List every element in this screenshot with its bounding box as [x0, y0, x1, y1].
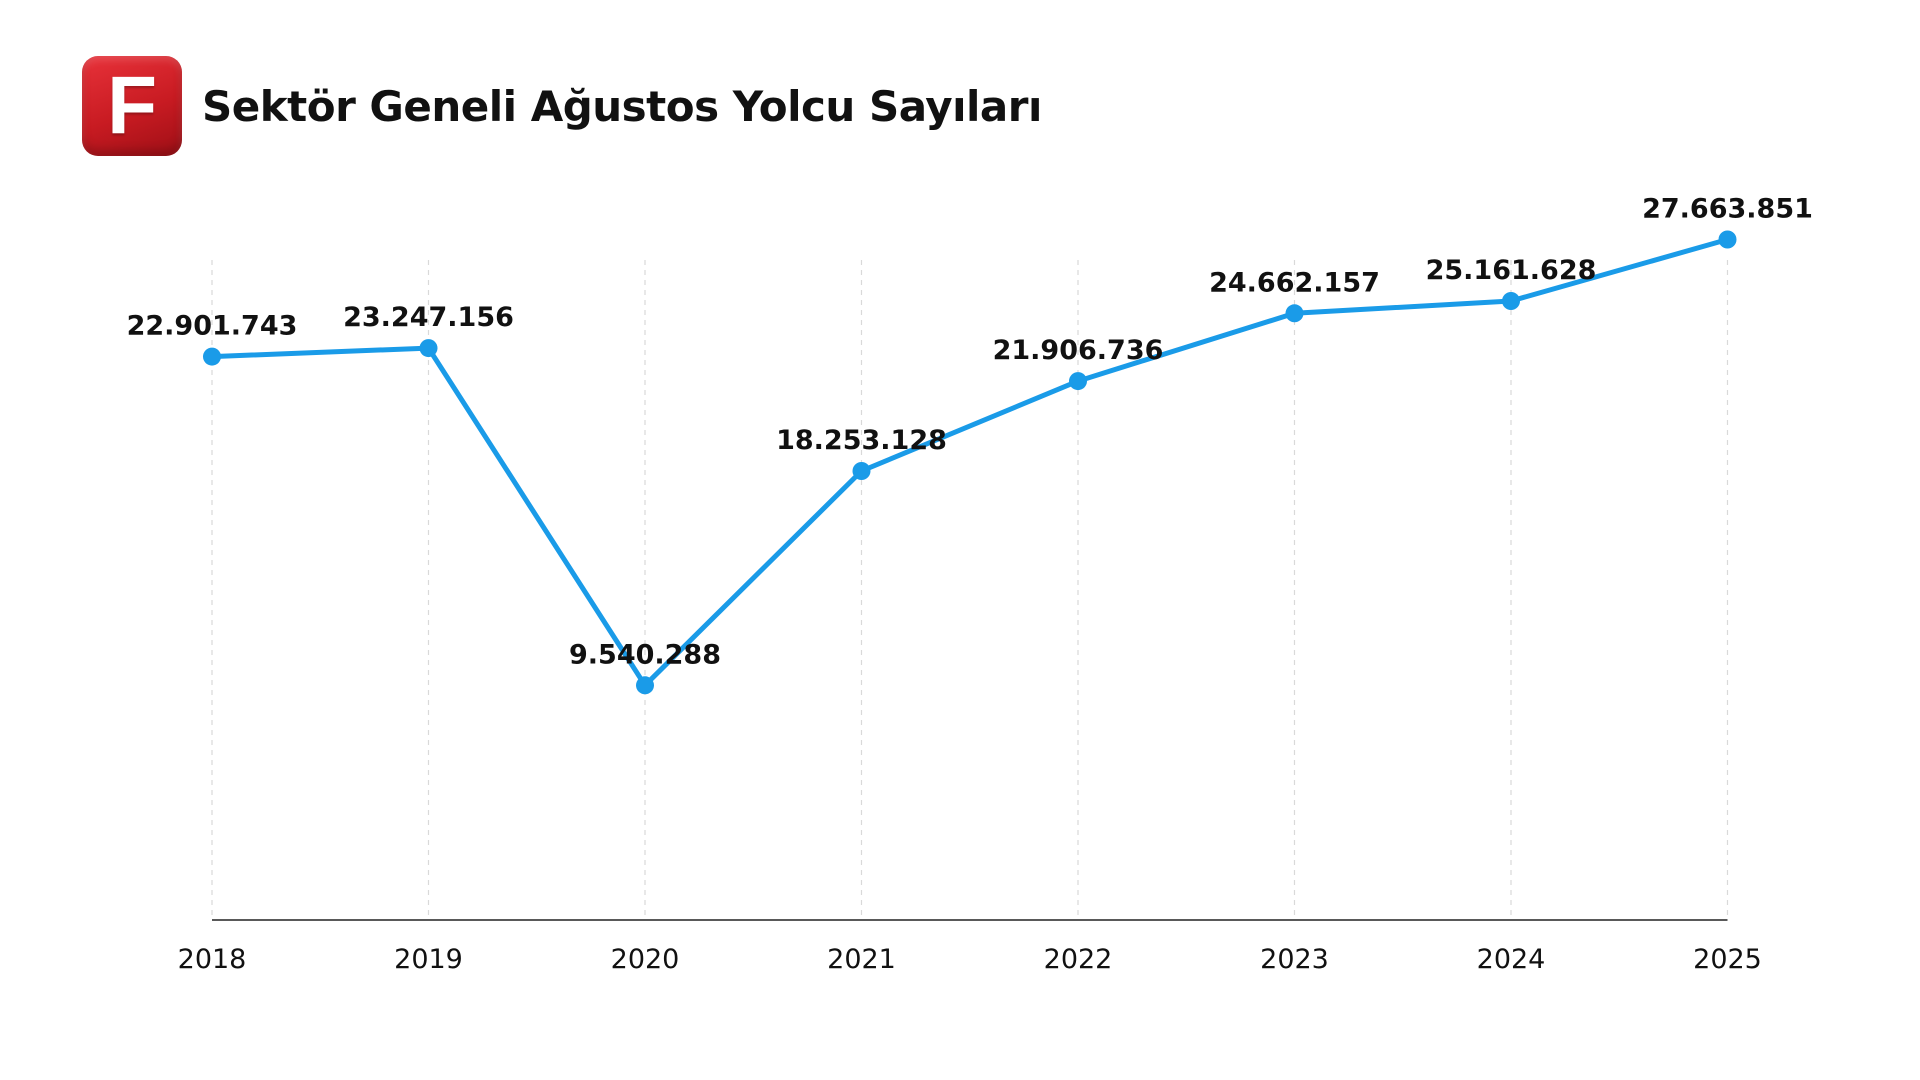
data-point-2018 — [203, 347, 221, 366]
series-line — [209, 237, 1730, 688]
data-point-2020 — [636, 676, 654, 695]
data-points — [203, 230, 1737, 695]
x-tick-labels: 2018 2019 2020 2021 2022 2023 2024 2025 — [178, 944, 1762, 975]
data-label-2022: 21.906.736 — [993, 335, 1164, 366]
brand-logo: F — [82, 56, 182, 156]
data-point-2025 — [1718, 230, 1737, 249]
data-label-2024: 25.161.628 — [1426, 255, 1597, 286]
data-point-2021 — [852, 462, 871, 480]
header: F Sektör Geneli Ağustos Yolcu Sayıları — [82, 56, 1042, 156]
data-label-2019: 23.247.156 — [343, 302, 514, 333]
data-label-2018: 22.901.743 — [127, 311, 298, 342]
x-tick-label-2024: 2024 — [1477, 944, 1546, 975]
chart-title: Sektör Geneli Ağustos Yolcu Sayıları — [202, 81, 1042, 131]
data-point-2022 — [1069, 372, 1087, 391]
gridlines — [211, 260, 1729, 920]
x-tick-label-2025: 2025 — [1693, 944, 1762, 975]
data-label-2021: 18.253.128 — [776, 425, 947, 456]
data-label-2025: 27.663.851 — [1642, 194, 1813, 225]
data-labels: 22.901.743 23.247.156 9.540.288 18.253.128 2… — [127, 194, 1813, 671]
x-tick-label-2019: 2019 — [394, 944, 463, 975]
data-point-2019 — [419, 339, 438, 358]
data-point-2024 — [1502, 292, 1520, 310]
data-point-2023 — [1285, 304, 1304, 323]
x-tick-label-2018: 2018 — [178, 944, 247, 975]
data-label-2023: 24.662.157 — [1209, 267, 1380, 298]
x-tick-label-2022: 2022 — [1044, 944, 1113, 975]
x-tick-label-2020: 2020 — [611, 944, 680, 975]
series-line-group — [209, 237, 1730, 688]
x-tick-label-2021: 2021 — [827, 944, 896, 975]
data-label-2020: 9.540.288 — [569, 639, 721, 670]
x-tick-label-2023: 2023 — [1260, 944, 1329, 975]
